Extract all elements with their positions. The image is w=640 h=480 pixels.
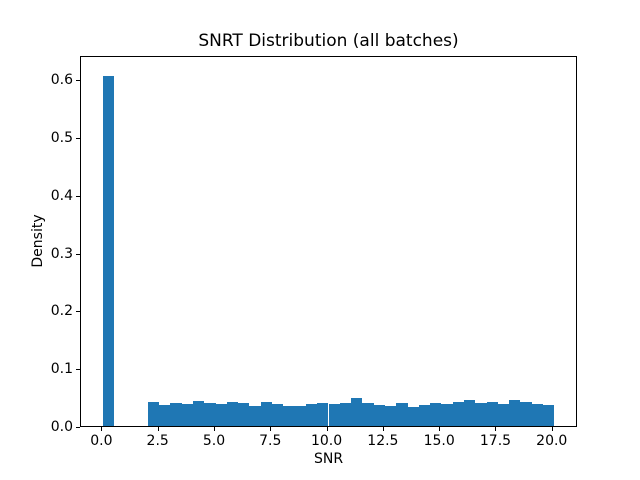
histogram-bar	[531, 403, 544, 427]
x-axis-label: SNR	[313, 451, 344, 467]
x-tick-label: 17.5	[479, 433, 512, 449]
histogram-bar	[317, 402, 329, 427]
histogram-bar	[396, 402, 408, 427]
x-tick-label: 12.5	[367, 433, 399, 449]
y-tick	[76, 253, 80, 255]
histogram-bar	[384, 406, 397, 427]
histogram-bar	[430, 402, 442, 427]
histogram-bar	[159, 405, 171, 427]
y-tick-label: 0.0	[50, 419, 73, 435]
x-tick-label: 10.0	[310, 433, 343, 449]
histogram-bar	[283, 405, 295, 427]
x-tick	[382, 427, 384, 431]
histogram-bar	[520, 401, 532, 427]
histogram-bar	[102, 75, 114, 427]
x-tick-label: 0.0	[90, 433, 113, 449]
y-tick-label: 0.2	[50, 303, 73, 320]
histogram-bar	[407, 407, 419, 427]
x-tick	[439, 427, 441, 431]
histogram-bar	[204, 403, 216, 427]
histogram-bar	[339, 403, 352, 427]
histogram-bar	[543, 405, 555, 427]
histogram-bar	[373, 405, 385, 427]
y-tick	[76, 311, 80, 313]
histogram-bar	[215, 404, 227, 427]
chart-title: SNRT Distribution (all batches)	[198, 31, 459, 51]
x-tick-label: 5.0	[202, 433, 226, 449]
histogram-bar	[452, 401, 464, 427]
histogram-bar	[193, 400, 205, 427]
y-tick-label: 0.1	[50, 361, 73, 378]
y-tick-label: 0.5	[50, 130, 73, 147]
x-tick	[270, 427, 272, 431]
x-tick	[495, 427, 497, 431]
y-tick	[76, 427, 80, 428]
x-tick-label: 15.0	[423, 433, 455, 449]
y-tick	[76, 195, 80, 197]
x-tick	[551, 427, 553, 431]
x-tick	[101, 427, 103, 431]
y-tick-label: 0.3	[50, 245, 73, 262]
histogram-bar	[305, 404, 318, 427]
y-tick	[76, 80, 80, 82]
y-tick-label: 0.6	[50, 72, 73, 89]
histogram-bar	[509, 400, 521, 427]
histogram-bar	[260, 402, 273, 427]
y-tick	[76, 369, 80, 371]
histogram-bar	[249, 405, 261, 427]
histogram-bar	[463, 400, 476, 427]
histogram-bar	[486, 402, 498, 427]
histogram-bar	[226, 401, 239, 427]
x-tick-label: 2.5	[146, 433, 169, 449]
histogram-bar	[362, 403, 374, 427]
y-tick	[76, 138, 80, 140]
x-tick	[213, 427, 215, 431]
histogram-bar	[418, 405, 431, 427]
histogram-bar	[272, 403, 284, 427]
x-tick-label: 20.0	[536, 433, 568, 449]
histogram-bar	[351, 398, 363, 427]
histogram-bar	[441, 403, 453, 427]
histogram-bar	[170, 402, 182, 427]
x-tick	[157, 427, 159, 431]
x-tick	[326, 427, 328, 431]
histogram-bar	[181, 403, 193, 427]
histogram-bar	[294, 406, 306, 427]
histogram-bar	[328, 403, 340, 427]
histogram-bar	[238, 403, 250, 427]
plot-area	[80, 56, 577, 427]
histogram-bar	[147, 401, 160, 427]
histogram-bar	[475, 402, 487, 427]
histogram-bar	[497, 403, 510, 427]
y-tick-label: 0.4	[50, 187, 73, 204]
x-tick-label: 7.5	[259, 433, 282, 449]
